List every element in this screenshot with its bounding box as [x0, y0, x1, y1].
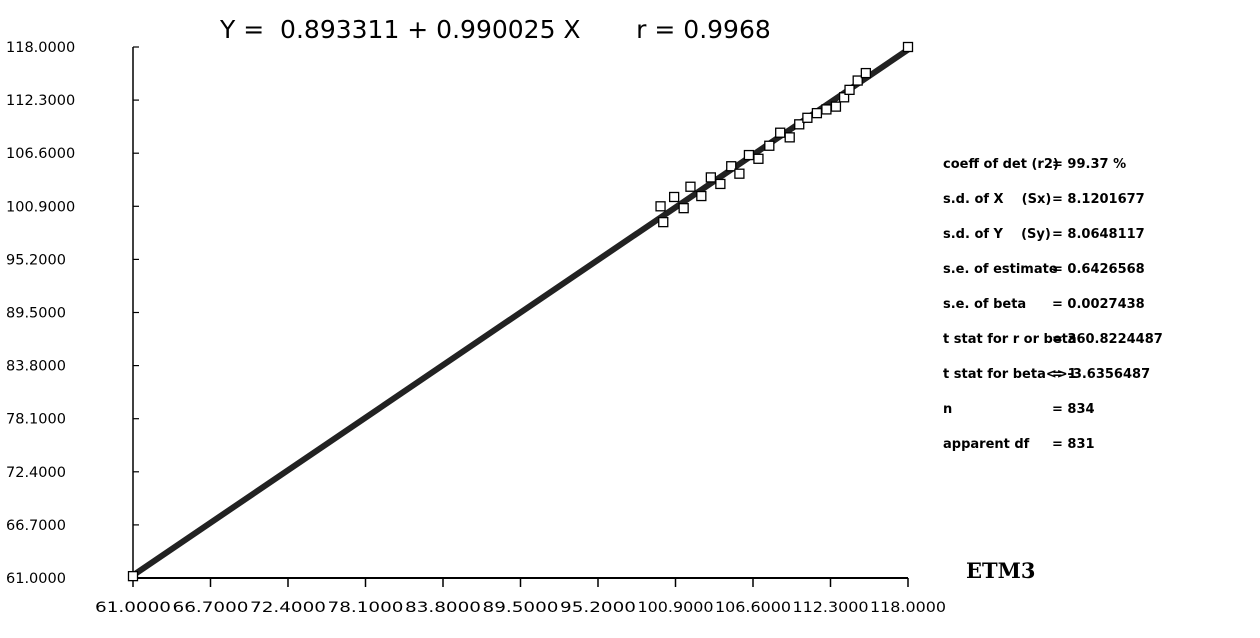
data-point: [678, 203, 689, 214]
stat-value: = 0.6426568: [1052, 262, 1145, 277]
stat-label: coeff of det (r2): [943, 157, 1059, 172]
y-tick-label: 78.1000: [6, 412, 66, 428]
x-tick-label: 72.4000: [250, 600, 326, 616]
data-point: [902, 41, 914, 53]
stat-row-t-stat-beta: t stat for beta<>1 = -3.6356487: [943, 367, 1260, 402]
y-tick-label: 95.2000: [6, 252, 66, 268]
stat-row-df: apparent df = 831: [943, 437, 1260, 472]
data-point: [705, 172, 717, 183]
y-tick-label: 83.8000: [6, 359, 66, 375]
stat-row-sx: s.d. of X (Sx) = 8.1201677: [943, 192, 1260, 227]
stat-label: t stat for beta<>1: [943, 367, 1077, 382]
y-tick-label: 89.5000: [6, 306, 66, 322]
stat-row-n: n = 834: [943, 402, 1260, 437]
y-axis-tick-labels: 118.0000 112.3000 106.6000 100.9000 95.2000 8…: [6, 40, 75, 587]
stat-row-t-stat-r: t stat for r or beta = 360.8224487: [943, 332, 1260, 367]
stat-value: = 360.8224487: [1052, 332, 1163, 347]
x-tick-label: 95.2000: [560, 600, 636, 616]
data-point: [794, 119, 805, 130]
y-tick-label: 100.9000: [6, 199, 75, 215]
data-point: [753, 153, 764, 164]
data-point: [764, 140, 775, 151]
stat-value: = -3.6356487: [1052, 367, 1151, 382]
x-tick-label: 78.1000: [328, 600, 404, 616]
y-tick-label: 112.3000: [6, 93, 75, 109]
stat-label: s.d. of X (Sx): [943, 192, 1052, 207]
y-tick-label: 66.7000: [6, 518, 66, 534]
regression-line: [130, 46, 911, 579]
data-point: [127, 570, 139, 582]
data-point: [784, 132, 795, 143]
stat-value: = 99.37 %: [1052, 157, 1127, 172]
dataset-label: ETM3: [966, 558, 1036, 583]
data-point: [775, 127, 786, 138]
x-tick-label: 106.6000: [715, 600, 791, 616]
data-point: [715, 178, 726, 190]
x-tick-label: 89.5000: [483, 600, 559, 616]
stat-value: = 8.0648117: [1052, 227, 1145, 242]
data-point: [821, 104, 832, 115]
y-tick-label: 61.0000: [6, 571, 66, 587]
stat-row-sy: s.d. of Y (Sy) = 8.0648117: [943, 227, 1260, 262]
stat-label: s.e. of beta: [943, 297, 1027, 312]
data-point: [685, 181, 696, 192]
statistics-panel: coeff of det (r2) = 99.37 % s.d. of X (S…: [943, 157, 1260, 472]
data-point: [860, 67, 872, 79]
stat-value: = 834: [1052, 402, 1095, 417]
x-tick-label: 83.8000: [405, 600, 481, 616]
x-tick-label: 61.0000: [95, 600, 171, 616]
data-point: [844, 84, 855, 96]
stat-value: = 0.0027438: [1052, 297, 1145, 312]
y-tick-label: 106.6000: [6, 146, 75, 162]
x-tick-label: 66.7000: [173, 600, 249, 616]
stat-label: s.e. of estimate: [943, 262, 1058, 277]
data-point: [726, 161, 737, 172]
regression-line-group: [130, 46, 911, 579]
data-point: [743, 149, 755, 161]
x-tick-label: 112.3000: [793, 600, 869, 616]
stat-label: apparent df: [943, 437, 1030, 452]
data-point: [668, 191, 680, 203]
stat-label: t stat for r or beta: [943, 332, 1077, 347]
chart-title: Y = 0.893311 + 0.990025 X r = 0.9968: [219, 15, 771, 44]
x-axis-tick-labels: 61.0000 66.7000 72.4000 78.1000 83.8000 89.50…: [95, 600, 946, 616]
stat-label: n: [943, 402, 953, 417]
data-point: [734, 168, 745, 179]
stat-row-se-estimate: s.e. of estimate = 0.6426568: [943, 262, 1260, 297]
stat-label: s.d. of Y (Sy): [943, 227, 1051, 242]
y-tick-label: 118.0000: [6, 40, 75, 56]
data-points: [127, 41, 914, 582]
axes: [132, 46, 909, 587]
data-point: [811, 107, 823, 119]
x-tick-label: 118.0000: [870, 600, 946, 616]
stat-value: = 8.1201677: [1052, 192, 1145, 207]
stat-row-se-beta: s.e. of beta = 0.0027438: [943, 297, 1260, 332]
y-tick-label: 72.4000: [6, 465, 66, 481]
data-point: [838, 92, 850, 103]
stat-row-r2: coeff of det (r2) = 99.37 %: [943, 157, 1260, 192]
data-point: [655, 201, 666, 212]
data-point: [830, 101, 842, 112]
x-tick-label: 100.9000: [638, 600, 714, 616]
data-point: [658, 216, 669, 228]
data-point: [802, 112, 813, 123]
data-point: [696, 190, 707, 202]
stat-value: = 831: [1052, 437, 1095, 452]
data-point: [852, 75, 863, 86]
